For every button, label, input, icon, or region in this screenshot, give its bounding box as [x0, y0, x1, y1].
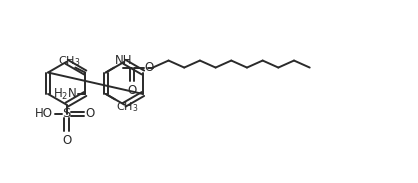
Text: O: O [127, 84, 137, 97]
Text: CH$_3$: CH$_3$ [58, 54, 81, 68]
Text: O: O [85, 107, 94, 120]
Text: NH: NH [115, 54, 132, 67]
Text: HO: HO [35, 107, 53, 120]
Text: O: O [62, 134, 71, 147]
Text: O: O [144, 61, 153, 74]
Text: CH$_3$: CH$_3$ [116, 100, 138, 114]
Text: H$_2$N: H$_2$N [53, 86, 77, 102]
Text: S: S [62, 107, 71, 120]
